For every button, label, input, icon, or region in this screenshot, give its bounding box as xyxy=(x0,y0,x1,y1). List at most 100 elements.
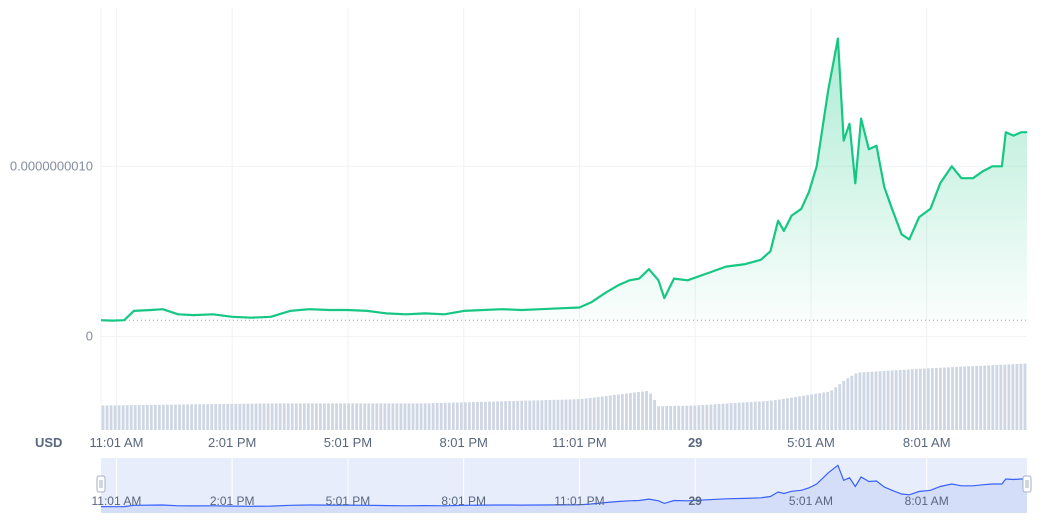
volume-bar xyxy=(995,364,999,430)
volume-bar xyxy=(971,366,975,430)
volume-bar xyxy=(455,402,459,430)
volume-bar xyxy=(178,404,181,430)
volume-bar xyxy=(306,403,310,430)
volume-bar xyxy=(1003,364,1007,430)
volume-bar xyxy=(918,368,922,430)
volume-bar xyxy=(592,397,596,430)
navigator-tick-label: 8:01 PM xyxy=(441,494,486,508)
volume-bar xyxy=(419,403,423,430)
volume-bar xyxy=(926,368,930,430)
volume-bar xyxy=(439,402,443,430)
volume-bar xyxy=(371,403,375,430)
navigator-right-handle[interactable] xyxy=(1022,475,1032,493)
navigator-area xyxy=(101,465,1027,513)
volume-bar xyxy=(697,405,701,430)
navigator-left-handle[interactable] xyxy=(96,475,106,493)
currency-unit-label: USD xyxy=(35,435,62,450)
volume-bar xyxy=(242,403,246,430)
volume-bar xyxy=(359,403,363,430)
volume-bar xyxy=(665,406,669,430)
volume-bar xyxy=(484,401,487,430)
volume-bar xyxy=(943,367,946,430)
volume-bar xyxy=(951,367,954,430)
volume-bar xyxy=(777,399,781,430)
volume-bar xyxy=(878,371,882,430)
volume-bar xyxy=(411,403,415,430)
volume-bar xyxy=(653,399,656,430)
volume-bar xyxy=(870,371,874,430)
volume-bar xyxy=(576,399,580,430)
volume-bar xyxy=(536,400,540,430)
x-tick-label: 5:01 PM xyxy=(324,435,372,450)
volume-bar xyxy=(850,375,854,430)
volume-bar xyxy=(262,403,266,430)
volume-bar xyxy=(838,384,842,430)
volume-bar xyxy=(278,403,282,430)
volume-bar xyxy=(395,403,399,430)
volume-bar xyxy=(161,404,165,430)
volume-bar xyxy=(121,405,125,430)
navigator-tick-label: 11:01 PM xyxy=(554,494,604,508)
volume-bar xyxy=(246,403,250,430)
volume-bar xyxy=(222,403,226,430)
volume-bar xyxy=(314,403,318,430)
volume-bar xyxy=(387,403,391,430)
volume-bar xyxy=(834,387,838,430)
volume-bar xyxy=(890,370,894,430)
volume-bar xyxy=(447,402,451,430)
volume-bar xyxy=(629,393,632,430)
volume-bar xyxy=(524,400,528,430)
volume-bar xyxy=(604,395,608,430)
volume-bar xyxy=(673,405,677,430)
volume-bar xyxy=(363,403,367,430)
volume-bar xyxy=(109,405,113,430)
volume-bar xyxy=(769,400,773,430)
volume-bar xyxy=(403,403,407,430)
volume-bar xyxy=(910,369,914,430)
volume-bar xyxy=(967,366,971,430)
volume-bar xyxy=(741,402,745,430)
volume-bar xyxy=(274,403,278,430)
volume-bar xyxy=(343,403,346,430)
volume-bar xyxy=(459,402,463,430)
volume-bar xyxy=(560,399,564,430)
volume-bar xyxy=(786,398,789,430)
volume-bar xyxy=(331,403,334,430)
volume-bar xyxy=(335,403,338,430)
volume-bar xyxy=(846,378,850,430)
volume-bar xyxy=(624,393,628,430)
volume-bar xyxy=(814,393,818,430)
volume-bar xyxy=(854,373,858,430)
volume-bar xyxy=(564,399,568,430)
volume-bar xyxy=(170,404,173,430)
volume-bar xyxy=(451,402,455,430)
volume-bar xyxy=(584,398,588,430)
volume-bar xyxy=(254,403,258,430)
volume-bar xyxy=(258,403,262,430)
volume-bar xyxy=(669,405,673,430)
volume-bar xyxy=(935,367,938,430)
volume-bar xyxy=(580,398,584,430)
volume-bar xyxy=(423,403,427,430)
volume-bar xyxy=(174,404,177,430)
volume-bar xyxy=(383,403,387,430)
volume-bar xyxy=(157,404,161,430)
volume-bar xyxy=(641,391,644,430)
navigator-tick-label: 8:01 AM xyxy=(905,494,949,508)
volume-bar xyxy=(782,398,785,430)
navigator-tick-label: 11:01 AM xyxy=(92,494,142,508)
volume-bar xyxy=(898,370,902,430)
volume-bar xyxy=(182,404,185,430)
volume-bar xyxy=(633,392,636,430)
volume-bar xyxy=(930,368,934,430)
volume-bar xyxy=(286,403,290,430)
volume-bar xyxy=(677,405,681,430)
volume-bar xyxy=(129,405,133,430)
volume-bar xyxy=(637,392,640,430)
volume-bar xyxy=(133,405,137,430)
volume-bar xyxy=(544,400,548,430)
y-tick-label: 0.0000000010 xyxy=(10,158,93,173)
volume-bar xyxy=(701,405,705,430)
volume-bar xyxy=(532,400,536,430)
volume-bar xyxy=(798,396,801,430)
